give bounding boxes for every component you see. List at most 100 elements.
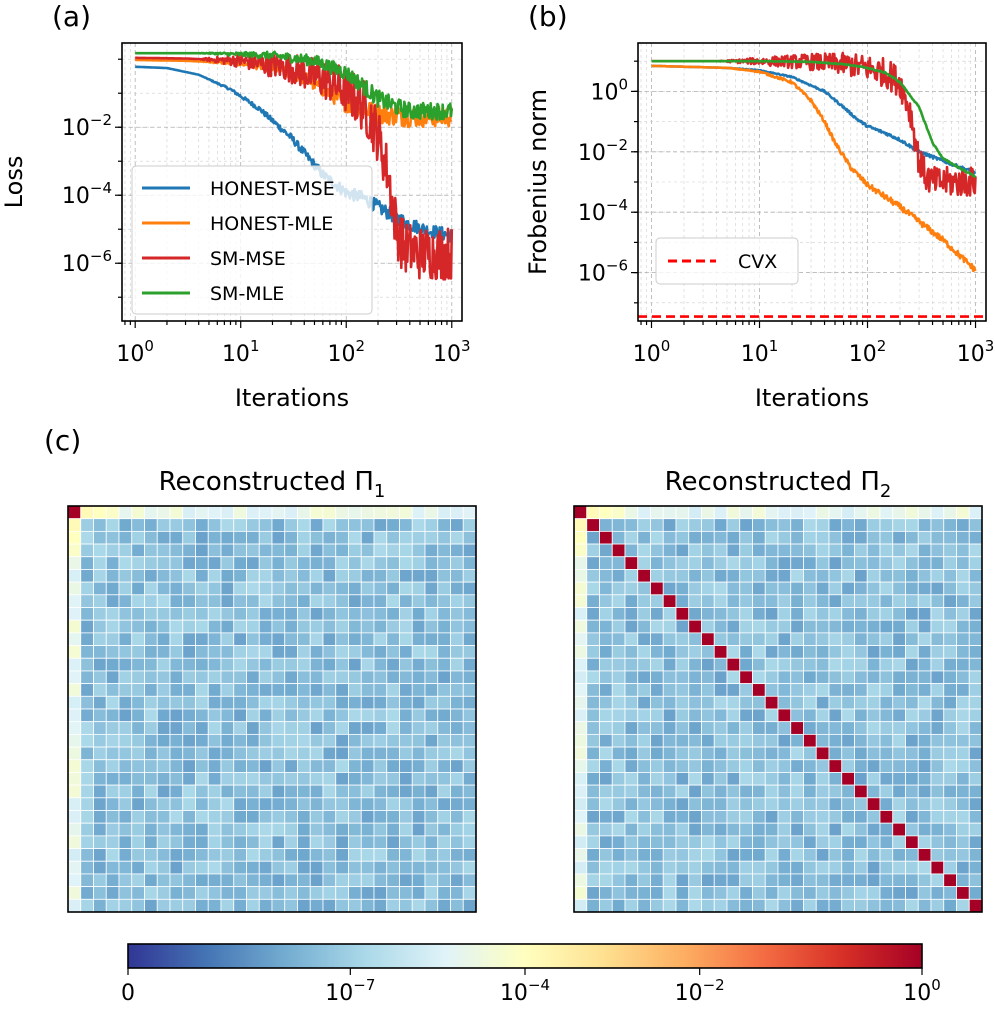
heatmap-cell <box>144 708 158 723</box>
heatmap-cell <box>650 594 664 608</box>
heatmap-cell <box>118 772 133 786</box>
heatmap-cell <box>841 759 855 773</box>
heatmap-cell <box>80 746 94 761</box>
heatmap-cell <box>348 670 362 685</box>
heatmap-cell <box>803 860 817 875</box>
heatmap-cell <box>752 733 766 748</box>
heatmap-cell <box>650 619 664 634</box>
heatmap-cell <box>662 657 677 672</box>
heatmap-cell <box>386 543 400 558</box>
heatmap-cell <box>879 683 894 697</box>
heatmap-cell <box>373 810 388 824</box>
heatmap-cell <box>956 759 970 773</box>
heatmap-cell <box>386 759 400 773</box>
heatmap-cell <box>701 683 715 697</box>
heatmap-cell <box>182 657 196 672</box>
heatmap-cell <box>220 784 235 799</box>
heatmap-cell <box>854 848 868 862</box>
heatmap-cell <box>233 759 247 773</box>
heatmap-cell <box>764 822 779 837</box>
heatmap-cell <box>373 822 388 837</box>
heatmap-cell <box>624 645 639 659</box>
heatmap-cell <box>131 810 145 824</box>
heatmap-cell <box>258 581 273 596</box>
heatmap-cell <box>105 784 120 799</box>
heatmap-cell <box>462 543 477 558</box>
heatmap-cell <box>662 860 677 875</box>
heatmap-cell <box>573 657 588 672</box>
heatmap-cell <box>309 530 324 545</box>
heatmap-cell <box>713 772 728 786</box>
heatmap-cell <box>866 797 881 811</box>
heatmap-cell <box>752 772 766 786</box>
heatmap-cell <box>879 619 894 634</box>
heatmap-cell <box>892 759 906 773</box>
heatmap-cell <box>195 797 209 811</box>
heatmap-cell <box>777 835 792 849</box>
heatmap-cell <box>424 898 439 913</box>
heatmap-cell <box>637 695 651 710</box>
heatmap-cell <box>411 784 426 799</box>
heatmap-cell <box>258 746 273 761</box>
heatmap-cell <box>207 569 222 583</box>
heatmap-cell <box>105 683 120 697</box>
heatmap-cell <box>386 569 400 583</box>
heatmap-cell <box>905 772 919 786</box>
heatmap-cell <box>169 556 184 570</box>
heatmap-cell <box>917 797 932 811</box>
heatmap-cell <box>309 594 324 608</box>
heatmap-cell <box>169 619 184 634</box>
heatmap-cell <box>335 581 349 596</box>
heatmap-cell <box>246 772 260 786</box>
heatmap-cell <box>297 543 311 558</box>
heatmap-cell <box>67 556 82 570</box>
heatmap-cell <box>195 860 209 875</box>
heatmap-cell <box>892 873 906 888</box>
heatmap-cell <box>284 835 298 849</box>
heatmap-cell <box>195 505 209 520</box>
heatmap-cell <box>360 797 375 811</box>
heatmap-cell <box>118 581 133 596</box>
heatmap-cell <box>67 746 82 761</box>
heatmap-cell <box>156 873 171 888</box>
heatmap-cell <box>828 848 843 862</box>
heatmap-cell <box>169 594 184 608</box>
heatmap-cell <box>131 632 145 646</box>
heatmap-cell <box>573 822 588 837</box>
heatmap-cell <box>650 683 664 697</box>
heatmap-cell <box>67 683 82 697</box>
heatmap-cell <box>284 721 298 735</box>
heatmap-cell <box>611 797 626 811</box>
heatmap-cell <box>450 518 464 532</box>
heatmap-cell <box>309 886 324 900</box>
heatmap-cell <box>156 518 171 532</box>
heatmap-cell <box>118 848 133 862</box>
heatmap-cell <box>650 543 664 558</box>
heatmap-cell <box>93 556 107 570</box>
heatmap-cell <box>943 759 957 773</box>
heatmap-cell <box>637 543 651 558</box>
heatmap-cell <box>233 708 247 723</box>
heatmap-cell <box>688 873 702 888</box>
heatmap-cell <box>67 670 82 685</box>
heatmap-cell <box>348 530 362 545</box>
heatmap-cell <box>373 746 388 761</box>
heatmap-cell <box>67 759 82 773</box>
heatmap-cell <box>573 898 588 913</box>
heatmap-cell <box>803 670 817 685</box>
heatmap-cell <box>195 810 209 824</box>
heatmap-cell <box>866 543 881 558</box>
heatmap-cell <box>271 518 286 532</box>
heatmap-cell <box>360 721 375 735</box>
heatmap-cell <box>335 759 349 773</box>
heatmap-cell <box>688 594 702 608</box>
heatmap-cell <box>195 822 209 837</box>
heatmap-cell <box>713 543 728 558</box>
heatmap-cell <box>599 886 613 900</box>
heatmap-cell <box>917 822 932 837</box>
heatmap-cell <box>726 772 741 786</box>
heatmap-cell <box>624 835 639 849</box>
heatmap-cell <box>675 530 690 545</box>
heatmap-cell <box>348 581 362 596</box>
